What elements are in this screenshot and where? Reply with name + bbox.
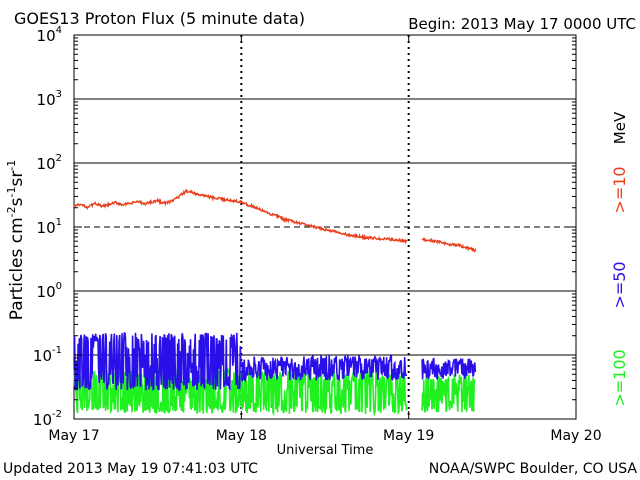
y-axis-label-exp2: -1 — [5, 187, 18, 198]
y-axis-label-s: s — [7, 197, 27, 206]
chart-title: GOES13 Proton Flux (5 minute data) — [14, 9, 305, 28]
noaa-credit: NOAA/SWPC Boulder, CO USA — [429, 461, 638, 477]
y-axis-label: Particles cm-2s-1sr-1 — [5, 160, 27, 321]
x-tick-labels: May 17 May 18 May 19 May 20 — [48, 35, 602, 444]
legend-ge50: >=50 — [610, 261, 629, 308]
ytick-base: 10 — [37, 283, 56, 301]
legend-ge10: >=10 — [610, 166, 629, 213]
series-segment-2 — [421, 357, 477, 380]
ytick-exp: 2 — [56, 153, 62, 164]
xtick-label-1: May 18 — [216, 428, 267, 444]
ytick-exp: -1 — [52, 345, 62, 356]
begin-time-label: Begin: 2013 May 17 0000 UTC — [408, 15, 636, 33]
series-segment-0 — [73, 331, 242, 392]
updated-timestamp: Updated 2013 May 19 07:41:03 UTC — [3, 461, 258, 477]
series-segment-1 — [240, 370, 408, 417]
x-axis-label: Universal Time — [277, 443, 374, 458]
series-segment-1 — [240, 354, 408, 382]
ytick-label-6: 104 — [37, 25, 62, 45]
ytick-label-3: 101 — [37, 217, 62, 237]
xtick-label-2: May 19 — [383, 428, 434, 444]
y-axis-label-exp3: -1 — [5, 160, 18, 171]
legend-unit: MeV — [611, 111, 629, 144]
ytick-exp: 1 — [56, 217, 62, 228]
series-ge10 — [73, 189, 477, 253]
ytick-exp: -2 — [52, 409, 62, 420]
legend-ge100: >=100 — [610, 349, 629, 406]
ytick-label-5: 103 — [37, 89, 62, 109]
ytick-base: 10 — [37, 91, 56, 109]
ytick-base: 10 — [37, 27, 56, 45]
ytick-base: 10 — [33, 411, 52, 429]
series-layer — [73, 189, 477, 417]
ytick-label-4: 102 — [37, 153, 62, 173]
ytick-exp: 3 — [56, 89, 62, 100]
xtick-label-0: May 17 — [48, 428, 99, 444]
ytick-base: 10 — [33, 347, 52, 365]
ytick-exp: 0 — [56, 281, 62, 292]
series-segment-2 — [421, 373, 476, 413]
ytick-base: 10 — [37, 219, 56, 237]
ytick-label-1: 10-1 — [33, 345, 62, 365]
y-axis-label-sr: sr — [7, 171, 27, 187]
series-ge10-segment-1 — [421, 237, 477, 253]
ytick-base: 10 — [37, 155, 56, 173]
gridlines — [74, 98, 576, 356]
y-axis-label-main: Particles cm — [7, 217, 27, 320]
series-ge50 — [73, 331, 477, 392]
legend: MeV >=10 >=50 >=100 — [610, 111, 629, 407]
y-axis-label-exp1: -2 — [5, 206, 18, 217]
ytick-label-2: 100 — [37, 281, 62, 301]
ytick-exp: 4 — [56, 25, 62, 36]
ytick-label-0: 10-2 — [33, 409, 62, 429]
xtick-label-3: May 20 — [550, 428, 601, 444]
series-ge10-segment-0 — [73, 189, 408, 245]
